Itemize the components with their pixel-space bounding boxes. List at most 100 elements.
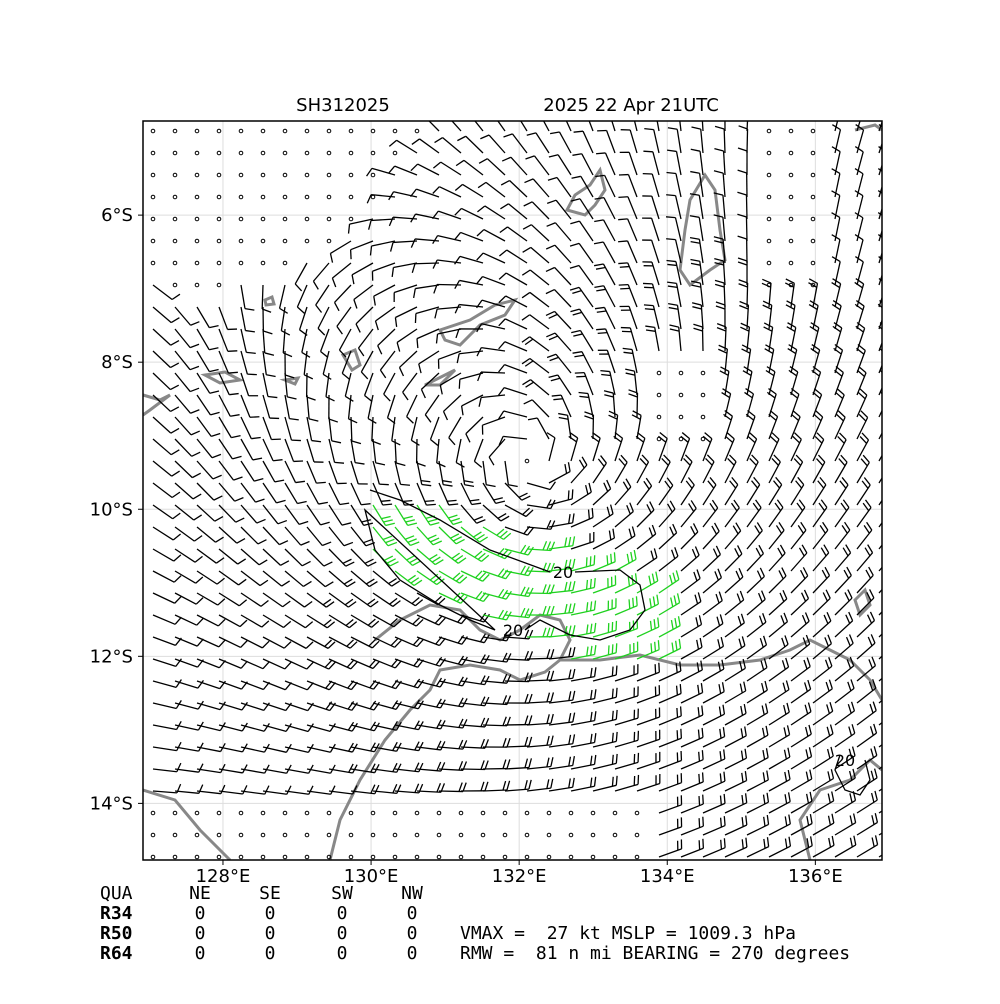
barb-feather bbox=[389, 140, 396, 146]
calm-marker bbox=[173, 151, 177, 155]
calm-marker bbox=[283, 833, 287, 837]
barb-feather bbox=[702, 750, 703, 759]
barb-feather bbox=[251, 438, 260, 439]
barb-feather bbox=[868, 637, 872, 646]
barb-shaft bbox=[263, 615, 284, 627]
barb-shaft bbox=[197, 615, 218, 626]
barb-feather bbox=[745, 726, 747, 735]
barb-feather bbox=[604, 483, 608, 492]
barb-feather bbox=[375, 785, 379, 794]
barb-feather bbox=[570, 309, 579, 312]
barb-shaft bbox=[603, 242, 615, 263]
barb-feather bbox=[716, 302, 725, 305]
barb-feather bbox=[879, 103, 887, 109]
barb-feather bbox=[346, 562, 355, 566]
barb-feather bbox=[260, 580, 268, 585]
barb-feather bbox=[396, 702, 401, 710]
barb-feather bbox=[266, 375, 275, 377]
barb-shaft bbox=[285, 637, 306, 648]
barb-shaft bbox=[879, 130, 887, 153]
barb-feather bbox=[550, 357, 559, 360]
barb-feather bbox=[626, 479, 631, 487]
calm-marker bbox=[261, 173, 265, 177]
barb-feather bbox=[739, 568, 743, 577]
barb-shaft bbox=[153, 659, 176, 666]
barb-shaft bbox=[153, 637, 176, 645]
barb-feather bbox=[192, 452, 201, 456]
barb-shaft bbox=[459, 305, 483, 307]
barb-shaft bbox=[285, 395, 289, 419]
barb-shaft bbox=[219, 483, 235, 501]
barb-feather bbox=[832, 814, 834, 823]
barb-feather bbox=[521, 566, 526, 574]
barb-shaft bbox=[175, 461, 192, 478]
barb-feather bbox=[400, 484, 409, 485]
barb-shaft bbox=[329, 505, 342, 525]
barb-feather bbox=[612, 777, 613, 786]
barb-feather bbox=[525, 587, 529, 595]
barb-feather bbox=[348, 602, 356, 608]
barb-feather bbox=[403, 516, 412, 518]
calm-marker bbox=[349, 173, 353, 177]
calm-marker bbox=[283, 217, 287, 221]
calm-marker bbox=[767, 217, 771, 221]
barb-shaft bbox=[285, 461, 296, 483]
barb-feather bbox=[285, 662, 291, 669]
barb-feather bbox=[229, 394, 238, 395]
y-tick-label: 6°S bbox=[101, 205, 133, 226]
barb-feather bbox=[302, 561, 310, 565]
barb-feather bbox=[551, 692, 553, 701]
barb-feather bbox=[352, 441, 361, 444]
barb-feather bbox=[650, 502, 654, 510]
barb-feather bbox=[788, 748, 790, 757]
barb-feather bbox=[253, 458, 262, 460]
barb-shaft bbox=[330, 241, 351, 253]
barb-feather bbox=[856, 103, 864, 108]
barb-feather bbox=[666, 217, 675, 218]
barb-feather bbox=[216, 537, 224, 542]
barb-shaft bbox=[307, 571, 325, 587]
calm-marker bbox=[327, 195, 331, 199]
calm-marker bbox=[503, 811, 507, 815]
barb-feather bbox=[453, 537, 461, 541]
barb-feather bbox=[760, 638, 763, 647]
barb-feather bbox=[312, 441, 321, 442]
barb-feather bbox=[869, 659, 872, 668]
barb-feather bbox=[212, 454, 221, 457]
barb-feather bbox=[592, 508, 593, 517]
calm-marker bbox=[195, 855, 199, 859]
barb-shaft bbox=[388, 395, 395, 418]
barb-feather bbox=[329, 419, 338, 422]
barb-feather bbox=[362, 520, 371, 522]
barb-feather bbox=[736, 523, 741, 531]
barb-feather bbox=[522, 337, 530, 342]
barb-feather bbox=[782, 568, 786, 576]
barb-feather bbox=[550, 132, 559, 134]
barb-feather bbox=[896, 768, 899, 777]
barb-feather bbox=[528, 418, 537, 420]
barb-feather bbox=[879, 348, 886, 354]
barb-feather bbox=[670, 329, 679, 331]
barb-feather bbox=[481, 697, 485, 706]
barb-feather bbox=[719, 707, 720, 716]
barb-feather bbox=[875, 813, 877, 822]
barb-feather bbox=[379, 484, 388, 485]
barb-feather bbox=[332, 441, 341, 443]
barb-feather bbox=[591, 624, 592, 633]
barb-feather bbox=[604, 391, 613, 393]
barb-feather bbox=[784, 750, 786, 759]
barb-feather bbox=[679, 616, 681, 625]
barb-shaft bbox=[481, 395, 505, 397]
barb-shaft bbox=[263, 527, 279, 545]
barb-shaft bbox=[241, 461, 254, 481]
barb-feather bbox=[724, 772, 725, 781]
barb-feather bbox=[304, 602, 312, 608]
barb-feather bbox=[462, 657, 467, 665]
barb-feather bbox=[594, 286, 603, 288]
barb-feather bbox=[739, 639, 742, 648]
calm-marker bbox=[393, 855, 397, 859]
barb-feather bbox=[551, 649, 554, 658]
barb-feather bbox=[330, 723, 335, 731]
barb-feather bbox=[651, 643, 652, 652]
table-cell: 0 bbox=[407, 943, 418, 964]
